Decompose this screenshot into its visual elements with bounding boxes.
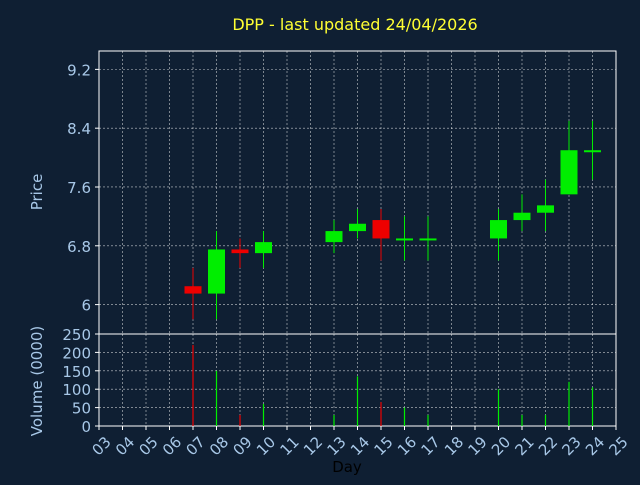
x-tick-label: 25 (606, 433, 632, 459)
x-tick-label: 19 (465, 433, 491, 459)
candle-body-day-09 (231, 249, 249, 254)
volume-tick-label: 0 (81, 418, 91, 436)
candle-body-day-17 (419, 238, 437, 241)
x-tick-label: 15 (371, 433, 397, 459)
volume-tick-label: 200 (62, 344, 91, 362)
x-tick-label: 04 (112, 433, 138, 459)
x-axis: 0304050607080910111213141516171819202122… (89, 426, 632, 459)
x-tick-label: 21 (512, 433, 538, 459)
price-panel: 6 6.8 7.6 8.4 9.2 (67, 50, 617, 335)
x-tick-label: 17 (418, 433, 444, 459)
candle-body-day-15 (372, 220, 390, 239)
volume-tick-label: 100 (62, 381, 91, 399)
price-tick-label: 6 (81, 297, 91, 315)
candle-body-day-07 (184, 286, 202, 294)
x-tick-label: 22 (535, 433, 561, 459)
volume-tick-label: 250 (62, 326, 91, 344)
candle-body-day-14 (349, 223, 366, 232)
x-axis-label: Day (332, 458, 362, 476)
volume-axis-label: Volume (0000) (28, 326, 46, 436)
x-tick-label: 16 (394, 433, 420, 459)
price-tick-label: 6.8 (67, 238, 91, 256)
price-tick-label: 8.4 (67, 120, 91, 138)
x-tick-label: 09 (230, 433, 256, 459)
candle-body-day-16 (396, 238, 413, 241)
x-tick-label: 14 (347, 433, 373, 459)
price-tick-label: 9.2 (67, 61, 91, 79)
candle-body-day-13 (325, 231, 343, 243)
x-tick-label: 24 (582, 433, 608, 459)
x-tick-label: 06 (159, 433, 185, 459)
x-tick-label: 08 (206, 433, 232, 459)
candle-body-day-08 (208, 249, 225, 294)
x-tick-label: 11 (277, 433, 303, 459)
x-tick-label: 23 (559, 433, 585, 459)
x-tick-label: 07 (183, 433, 209, 459)
x-tick-label: 10 (253, 433, 279, 459)
candle-body-day-20 (490, 220, 507, 239)
x-tick-label: 13 (324, 433, 350, 459)
x-tick-label: 03 (89, 433, 115, 459)
x-tick-label: 18 (441, 433, 467, 459)
candle-body-day-21 (513, 212, 531, 221)
candle-body-day-24 (584, 150, 601, 153)
price-axis-label: Price (28, 174, 46, 211)
volume-tick-label: 150 (62, 363, 91, 381)
x-tick-label: 12 (300, 433, 326, 459)
volume-tick-label: 50 (72, 400, 91, 418)
price-tick-label: 7.6 (67, 179, 91, 197)
chart-title: DPP - last updated 24/04/2026 (232, 15, 477, 34)
x-tick-label: 05 (136, 433, 162, 459)
candle-body-day-10 (255, 242, 272, 254)
x-tick-label: 20 (488, 433, 514, 459)
candle-body-day-22 (537, 205, 554, 213)
candle-body-day-23 (560, 150, 578, 195)
